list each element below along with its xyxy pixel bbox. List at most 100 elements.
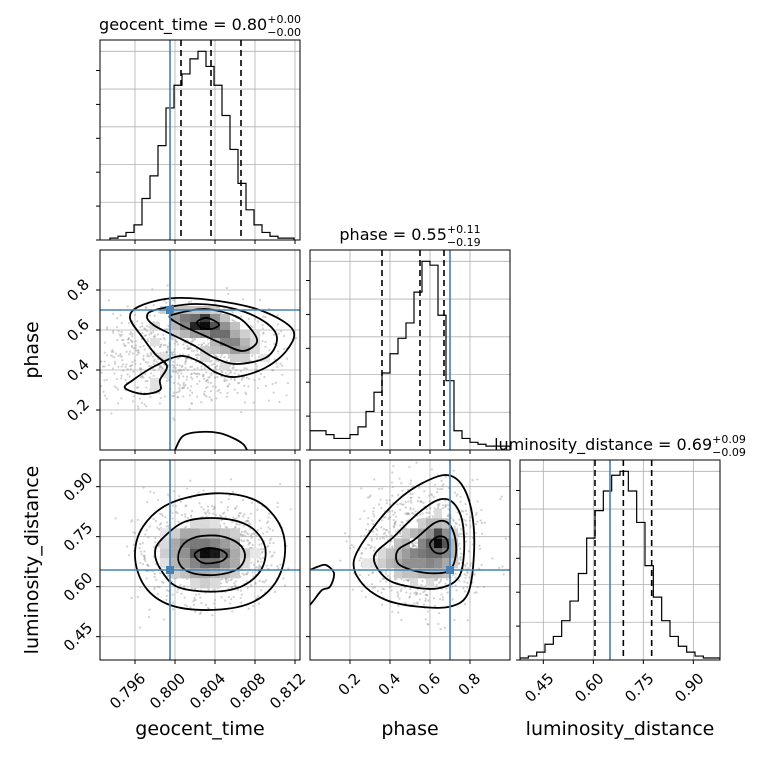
- scatter-point: [382, 527, 386, 531]
- title-prefix: luminosity_distance = 0.69: [494, 435, 712, 455]
- scatter-point: [190, 349, 193, 352]
- scatter-point: [383, 531, 387, 535]
- scatter-point: [134, 344, 138, 347]
- scatter-point: [208, 512, 211, 515]
- scatter-point: [400, 588, 403, 591]
- scatter-point: [112, 312, 115, 315]
- scatter-point: [210, 359, 213, 362]
- scatter-point: [207, 381, 210, 384]
- scatter-point: [142, 344, 145, 347]
- scatter-point: [233, 372, 236, 375]
- scatter-point: [459, 500, 462, 504]
- scatter-point: [246, 538, 249, 542]
- scatter-point: [178, 370, 181, 373]
- scatter-point: [140, 553, 143, 556]
- density-cell: [394, 568, 402, 579]
- y-axis-luminosity_distance: 0.45 0.60 0.75 0.90 luminosity_distance: [21, 466, 96, 655]
- title-sup: +0.00: [267, 13, 301, 26]
- scatter-point: [220, 501, 223, 504]
- density-cell: [230, 548, 240, 559]
- scatter-point: [408, 595, 412, 598]
- scatter-point: [419, 592, 422, 595]
- scatter-point: [378, 503, 381, 506]
- scatter-point: [212, 362, 216, 366]
- scatter-point: [369, 494, 372, 497]
- scatter-point: [245, 367, 248, 370]
- scatter-point: [162, 333, 165, 336]
- scatter-point: [252, 605, 255, 608]
- scatter-point: [120, 355, 123, 358]
- scatter-point: [152, 517, 155, 520]
- scatter-point: [243, 367, 246, 370]
- scatter-point: [113, 360, 117, 363]
- scatter-point: [408, 465, 411, 469]
- scatter-point: [466, 562, 469, 565]
- scatter-point: [114, 517, 117, 520]
- scatter-point: [245, 572, 249, 576]
- scatter-point: [159, 345, 162, 349]
- scatter-point: [156, 498, 160, 501]
- scatter-point: [205, 371, 208, 374]
- scatter-point: [398, 597, 401, 600]
- density-cell: [200, 346, 210, 354]
- scatter-point: [127, 337, 130, 341]
- scatter-point: [136, 349, 139, 352]
- scatter-point: [231, 610, 234, 613]
- scatter-point: [128, 553, 131, 557]
- scatter-point: [391, 471, 394, 474]
- scatter-point: [176, 512, 179, 515]
- scatter-point: [371, 571, 374, 574]
- scatter-point: [287, 567, 290, 570]
- scatter-point: [260, 542, 264, 545]
- scatter-point: [464, 565, 467, 568]
- scatter-point: [162, 618, 165, 621]
- scatter-point: [276, 506, 279, 509]
- scatter-point: [451, 585, 454, 588]
- scatter-point: [236, 382, 240, 385]
- scatter-point: [228, 372, 231, 375]
- scatter-point: [380, 591, 383, 594]
- scatter-point: [277, 567, 280, 570]
- scatter-point: [419, 500, 422, 503]
- scatter-point: [159, 512, 162, 516]
- scatter-point: [110, 354, 113, 357]
- scatter-point: [426, 622, 429, 626]
- scatter-point: [446, 591, 449, 594]
- scatter-point: [203, 511, 207, 514]
- density-cell: [210, 518, 220, 529]
- scatter-point: [381, 536, 384, 539]
- scatter-point: [124, 365, 127, 369]
- scatter-point: [399, 532, 402, 535]
- scatter-point: [230, 577, 234, 581]
- scatter-point: [234, 585, 237, 588]
- scatter-point: [116, 402, 120, 405]
- scatter-point: [223, 379, 227, 382]
- scatter-point: [180, 513, 184, 517]
- scatter-point: [165, 350, 168, 353]
- scatter-point: [257, 538, 261, 541]
- scatter-point: [216, 375, 219, 379]
- y-tick-label: 0.60: [60, 569, 96, 605]
- scatter-point: [145, 324, 148, 328]
- scatter-point: [144, 327, 147, 331]
- scatter-point: [223, 356, 226, 359]
- scatter-point: [444, 475, 447, 478]
- scatter-point: [380, 519, 383, 522]
- scatter-point: [241, 572, 244, 575]
- density-cell: [230, 322, 240, 330]
- density-cell: [442, 518, 450, 529]
- scatter-point: [458, 562, 461, 566]
- scatter-point: [220, 596, 223, 599]
- scatter-point: [225, 379, 228, 382]
- scatter-point: [152, 304, 155, 307]
- scatter-point: [163, 299, 166, 302]
- contour-line: [168, 308, 259, 352]
- scatter-point: [124, 344, 127, 348]
- scatter-point: [146, 563, 149, 566]
- scatter-point: [187, 353, 190, 356]
- scatter-point: [121, 339, 124, 342]
- scatter-point: [158, 523, 162, 526]
- scatter-point: [304, 546, 306, 548]
- scatter-point: [190, 372, 194, 375]
- scatter-point: [177, 520, 180, 523]
